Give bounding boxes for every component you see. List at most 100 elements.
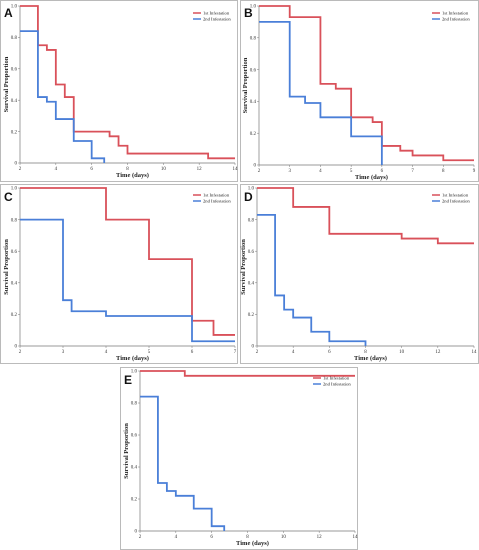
y-tick-label: 0.2 (250, 132, 257, 137)
y-tick-label: 0.6 (248, 250, 255, 255)
y-axis-title: Survival Proportion (123, 423, 130, 479)
y-tick-label: 0.6 (250, 68, 257, 73)
y-tick-label: 0.4 (248, 282, 255, 287)
x-tick-label: 6 (90, 167, 93, 172)
y-tick-label: 0 (254, 164, 257, 169)
x-axis-title: Time (days) (354, 355, 387, 362)
y-axis-title: Survival Proportion (240, 239, 247, 295)
panel-letter: C (4, 190, 13, 204)
x-axis-title: Time (days) (355, 174, 388, 181)
x-tick-label: 3 (62, 350, 65, 355)
x-tick-label: 10 (281, 535, 287, 540)
x-tick-label: 6 (381, 169, 384, 174)
legend-label: 1st Infestation (442, 11, 469, 16)
legend-label: 2nd Infestation (442, 199, 470, 204)
y-tick-label: 0.8 (11, 218, 18, 223)
panel-D: 2 4 6 8 10 12 14 0 0.2 0.4 0.6 0.8 1.0 Time (days) Sur… (240, 184, 479, 364)
legend-label: 1st Infestation (323, 376, 350, 381)
x-tick-label: 4 (55, 167, 58, 172)
x-tick-label: 2 (19, 350, 22, 355)
y-tick-label: 0.4 (250, 100, 257, 105)
y-tick-label: 0.6 (11, 250, 18, 255)
y-tick-label: 0.4 (11, 99, 18, 104)
x-tick-label: 7 (411, 169, 414, 174)
x-tick-label: 8 (364, 350, 367, 355)
panel-letter: E (124, 373, 132, 387)
series-line-1 (20, 187, 235, 336)
series-line-2 (140, 395, 226, 531)
x-tick-label: 4 (105, 350, 108, 355)
y-tick-label: 1.0 (250, 5, 257, 10)
legend-label: 2nd Infestation (203, 199, 231, 204)
panel-B: 2 3 4 5 6 7 8 9 0 0.2 0.4 0.6 0.8 1.0 Time (days) Survi… (240, 0, 479, 182)
y-tick-label: 0.2 (248, 313, 255, 318)
x-tick-label: 6 (210, 535, 213, 540)
x-tick-label: 8 (246, 535, 249, 540)
panel-border (120, 367, 358, 550)
panel-letter: B (244, 6, 253, 20)
legend-label: 2nd Infestation (203, 17, 231, 22)
x-tick-label: 2 (256, 350, 259, 355)
y-tick-label: 0.4 (11, 282, 18, 287)
x-tick-label: 10 (399, 350, 405, 355)
x-tick-label: 2 (258, 169, 261, 174)
y-tick-label: 1.0 (11, 187, 18, 192)
y-tick-label: 0.8 (250, 37, 257, 42)
panel-C: 2 3 4 5 6 7 0 0.2 0.4 0.6 0.8 1.0 Time (days) Surviva… (0, 184, 238, 364)
x-tick-label: 2 (139, 535, 142, 540)
y-tick-label: 0 (252, 345, 255, 350)
series-line-2 (20, 30, 106, 163)
y-tick-label: 0.6 (11, 68, 18, 73)
y-tick-label: 0 (135, 530, 138, 535)
panel-border (240, 0, 479, 182)
y-axis-title: Survival Proportion (3, 56, 10, 112)
x-tick-label: 14 (353, 535, 359, 540)
panel-border (240, 184, 479, 364)
x-tick-label: 7 (234, 350, 237, 355)
series-line-2 (20, 218, 235, 343)
x-tick-label: 2 (19, 167, 22, 172)
x-tick-label: 4 (319, 169, 322, 174)
y-tick-label: 0.4 (131, 466, 138, 471)
y-tick-label: 0 (15, 345, 18, 350)
panel-border (0, 184, 238, 364)
x-tick-label: 8 (442, 169, 445, 174)
y-tick-label: 0.2 (11, 313, 18, 318)
series-line-1 (259, 5, 474, 162)
x-tick-label: 4 (292, 350, 295, 355)
x-tick-label: 4 (175, 535, 178, 540)
x-tick-label: 14 (233, 167, 239, 172)
y-tick-label: 1.0 (131, 370, 138, 375)
legend-label: 1st Infestation (442, 193, 469, 198)
y-tick-label: 0.8 (11, 36, 18, 41)
panel-border (0, 0, 238, 182)
series-line-1 (257, 187, 474, 245)
panel-letter: A (4, 6, 13, 20)
x-tick-label: 3 (288, 169, 291, 174)
y-tick-label: 1.0 (248, 187, 255, 192)
legend-label: 1st Infestation (203, 11, 230, 16)
x-tick-label: 14 (472, 350, 478, 355)
y-axis-title: Survival Proportion (3, 239, 10, 295)
y-tick-label: 0.2 (131, 498, 138, 503)
y-tick-label: 0.8 (131, 402, 138, 407)
y-tick-label: 0 (15, 162, 18, 167)
series-line-1 (140, 370, 355, 377)
x-axis-title: Time (days) (116, 172, 149, 179)
x-tick-label: 12 (317, 535, 323, 540)
y-tick-label: 0.8 (248, 218, 255, 223)
series-line-2 (257, 213, 367, 346)
legend-label: 2nd Infestation (323, 382, 351, 387)
x-tick-label: 12 (435, 350, 441, 355)
legend-label: 2nd Infestation (442, 17, 470, 22)
x-tick-label: 5 (148, 350, 151, 355)
panel-E: 2 4 6 8 10 12 14 0 0.2 0.4 0.6 0.8 1.0 Time (days) Sur… (120, 367, 359, 550)
x-axis-title: Time (days) (116, 355, 149, 362)
y-tick-label: 1.0 (11, 5, 18, 10)
panel-letter: D (244, 190, 253, 204)
x-tick-label: 12 (197, 167, 203, 172)
x-tick-label: 10 (161, 167, 167, 172)
legend-label: 1st Infestation (203, 193, 230, 198)
x-tick-label: 9 (473, 169, 476, 174)
